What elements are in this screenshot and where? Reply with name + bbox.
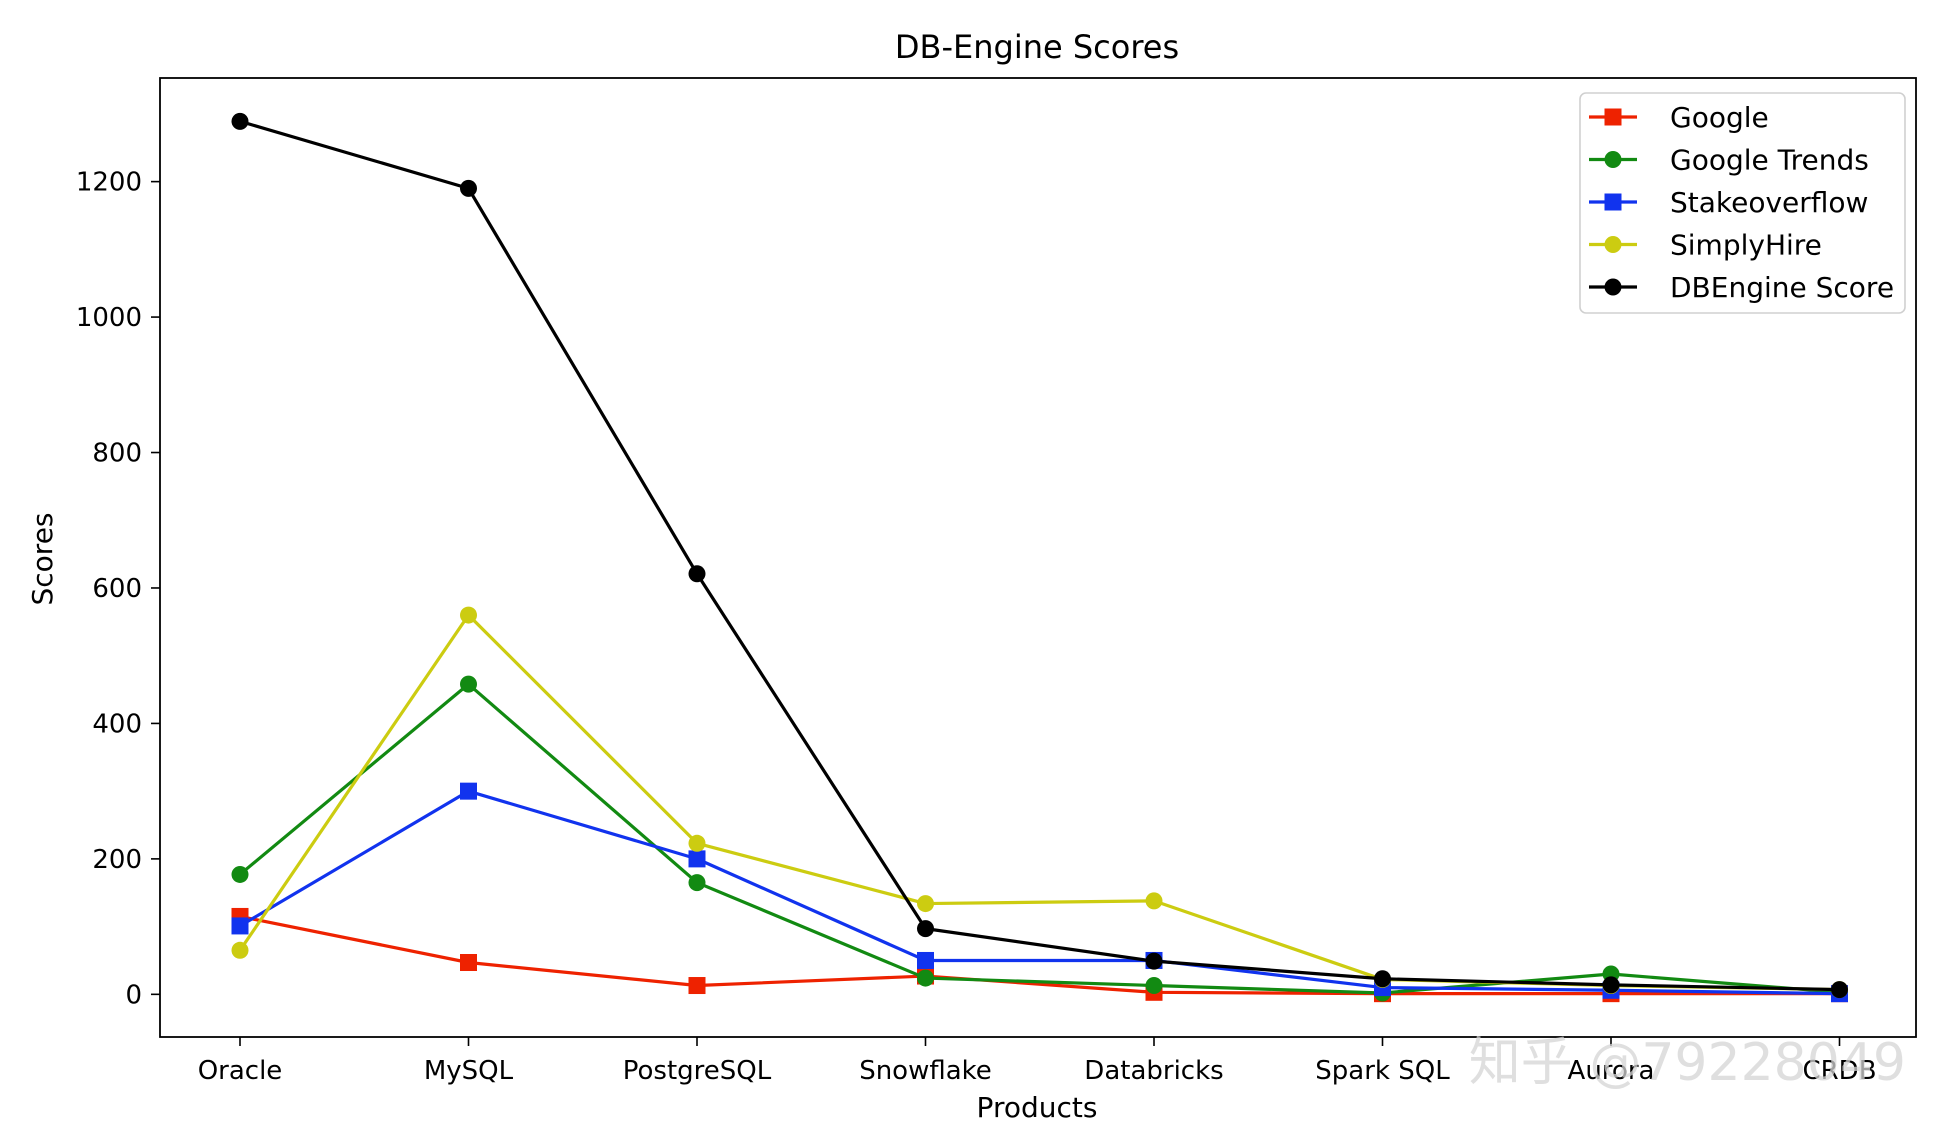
x-tick-label: PostgreSQL [623, 1056, 772, 1086]
data-point [688, 977, 706, 995]
data-point [460, 606, 477, 624]
data-point [231, 865, 249, 883]
x-axis-label: Products [977, 1091, 1098, 1124]
x-tick-label: Aurora [1568, 1056, 1655, 1086]
data-point [1145, 977, 1163, 995]
data-point [917, 920, 934, 938]
legend-label: Google Trends [1670, 144, 1869, 177]
data-point [460, 954, 477, 972]
legend-label: Google [1670, 101, 1769, 134]
legend-box [1579, 92, 1906, 314]
plot-frame [159, 77, 1917, 1038]
series-line [239, 119, 1840, 992]
data-point [917, 969, 934, 987]
data-point [231, 941, 249, 959]
legend-label: DBEngine Score [1670, 271, 1894, 304]
data-point [688, 834, 706, 852]
legend-label: SimplyHire [1670, 229, 1822, 262]
x-tick-label: MySQL [424, 1056, 514, 1086]
y-tick-label: 400 [92, 709, 142, 739]
axes: Oracle MySQL PostgreSQL Snowflake Databricks… [76, 168, 1877, 1086]
legend-marker [1604, 151, 1622, 168]
legend-marker [1604, 278, 1622, 296]
x-tick-label: Snowflake [859, 1056, 992, 1086]
series-line [239, 914, 1840, 996]
legend-item: DBEngine Score [1589, 271, 1894, 304]
x-tick-label: Databricks [1084, 1056, 1223, 1086]
y-tick-label: 1200 [76, 168, 142, 198]
legend-marker [1604, 108, 1622, 126]
legend-item: SimplyHire [1589, 229, 1822, 262]
series-line [238, 682, 1840, 995]
legend-marker [1604, 193, 1622, 211]
data-point [1374, 970, 1391, 988]
data-point [460, 179, 477, 197]
legend-item: Google [1589, 101, 1769, 134]
data-point [460, 782, 477, 800]
legend-label: Stakeoverflow [1670, 186, 1868, 219]
legend-marker [1604, 236, 1622, 253]
series-dbengine-score [231, 112, 1848, 999]
data-point [688, 565, 706, 583]
y-tick-label: 0 [125, 980, 142, 1010]
data-point [1145, 892, 1163, 910]
legend-item: Stakeoverflow [1589, 186, 1868, 219]
y-axis-label: Scores [26, 512, 59, 605]
data-point [231, 917, 249, 935]
x-tick-label: Oracle [198, 1056, 283, 1086]
y-tick-label: 1000 [76, 303, 142, 333]
chart-title: DB-Engine Scores [895, 28, 1179, 66]
data-point [231, 112, 249, 130]
legend-item: Google Trends [1589, 144, 1869, 177]
series-lines [231, 112, 1848, 1003]
y-tick-label: 200 [92, 845, 142, 875]
data-point [1602, 976, 1620, 994]
data-point [1145, 952, 1163, 970]
series-line [239, 789, 1840, 996]
x-tick-label: CRDB [1802, 1056, 1876, 1086]
legend: Google Google Trends Stakeoverflow SimplyHi… [1579, 92, 1906, 314]
data-point [917, 951, 934, 969]
watermark: 知乎 @79228049 [1469, 1033, 1906, 1093]
y-tick-label: 800 [92, 439, 142, 469]
data-point [460, 675, 477, 693]
data-point [1831, 981, 1848, 999]
data-point [917, 895, 934, 913]
data-point [688, 874, 706, 892]
y-tick-label: 600 [92, 574, 142, 604]
plot-area-border [159, 77, 1917, 1038]
data-point [688, 850, 706, 868]
x-tick-label: Spark SQL [1315, 1056, 1450, 1086]
